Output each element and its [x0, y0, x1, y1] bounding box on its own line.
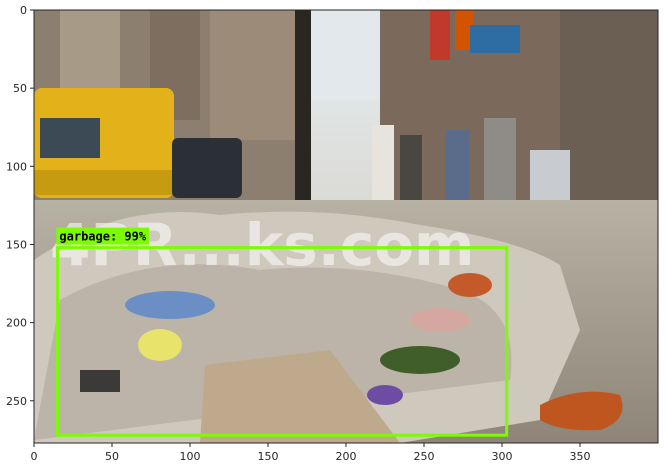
y-axis: 0 50 100 150 200 250: [6, 4, 34, 408]
x-tick-label: 200: [336, 450, 357, 463]
detection-label-background: [56, 227, 150, 245]
y-tick-label: 50: [13, 82, 27, 95]
y-tick-label: 150: [6, 238, 27, 251]
street-garbage-photo: 4PR...ks.com: [34, 10, 658, 443]
x-tick-label: 50: [105, 450, 119, 463]
x-axis: 0 50 100 150 200 250 300 350: [31, 443, 591, 463]
detection-box: [55, 246, 509, 437]
watermark: 4PR...ks.com: [50, 211, 475, 279]
x-tick-label: 350: [570, 450, 591, 463]
x-tick-label: 300: [492, 450, 513, 463]
x-tick-label: 100: [180, 450, 201, 463]
y-tick-label: 200: [6, 317, 27, 330]
y-tick-label: 250: [6, 395, 27, 408]
x-tick-label: 150: [258, 450, 279, 463]
x-tick-label: 0: [31, 450, 38, 463]
x-tick-label: 250: [414, 450, 435, 463]
y-tick-label: 100: [6, 160, 27, 173]
detection-label: garbage: 99%: [59, 230, 146, 244]
y-tick-label: 0: [20, 4, 27, 17]
